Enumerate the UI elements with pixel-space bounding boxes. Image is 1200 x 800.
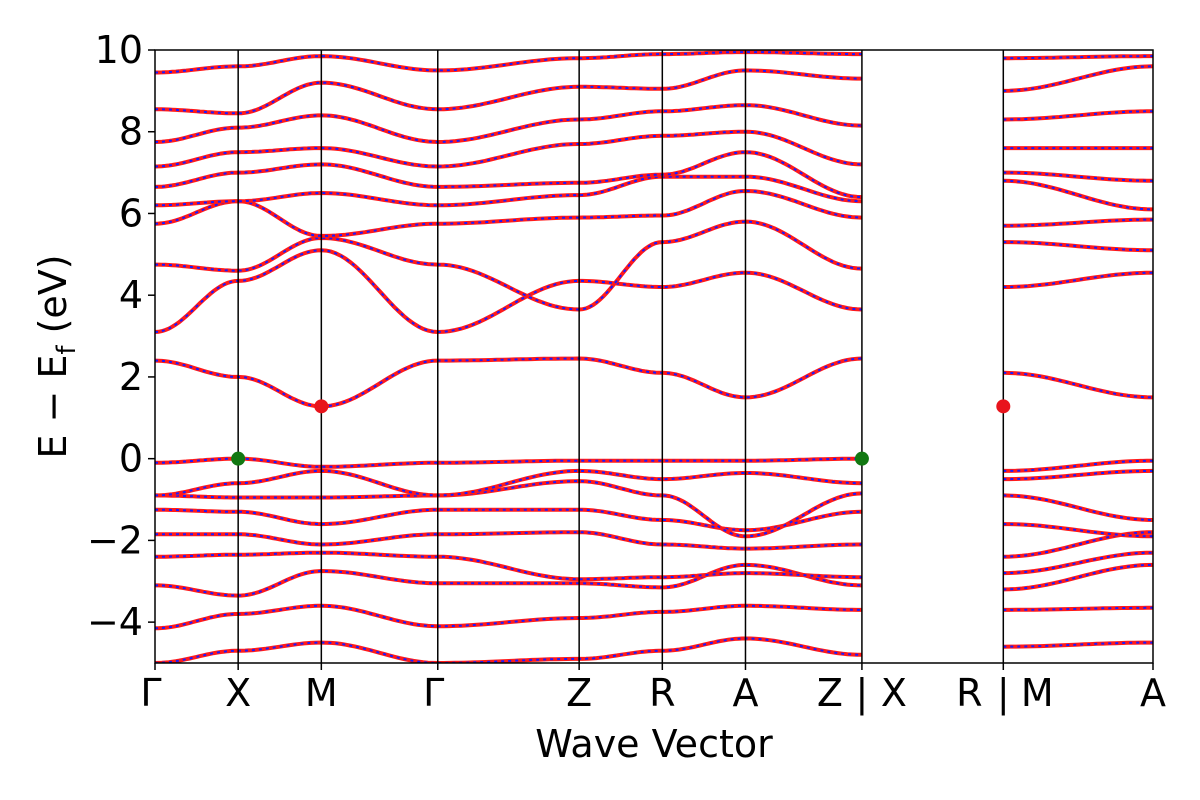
band-2-segment-1-overlay (1003, 563, 1153, 591)
x-tick-label-0: Γ (140, 671, 161, 715)
y-axis-label-sub: f (52, 345, 82, 355)
band-3-segment-1-overlay (1003, 551, 1153, 575)
band-3-segment-0 (155, 550, 862, 582)
x-tick-label-4: Z (566, 671, 592, 715)
plot-frame (154, 49, 1154, 664)
x-axis-ticks: Γ X M Γ Z R A Z | X R | M A (140, 663, 1166, 716)
x-tick-label-6: A (732, 671, 758, 715)
cbm-marker-3 (996, 399, 1011, 414)
y-tick-label-7: 10 (95, 28, 143, 72)
band-9-segment-0 (155, 356, 862, 409)
y-tick-label-2: 0 (119, 437, 143, 481)
band-14-segment-1 (1003, 170, 1153, 183)
band-13-segment-1 (1003, 178, 1153, 212)
cbm-marker-2 (314, 399, 329, 414)
band-12-segment-1 (1003, 217, 1153, 228)
band-2-segment-1 (1003, 562, 1153, 592)
band-15-segment-0 (155, 129, 862, 169)
y-tick-label-4: 4 (119, 273, 143, 317)
band-0-segment-0 (155, 636, 862, 663)
x-tick-label-5: R (649, 671, 675, 715)
band-18-segment-0 (155, 50, 862, 75)
band-8-segment-1 (1003, 458, 1153, 473)
vbm-marker-1 (854, 451, 869, 466)
x-tick-label-9: X (881, 671, 907, 715)
band-lines (155, 50, 1153, 663)
band-1-segment-0 (155, 603, 862, 631)
band-7-segment-1 (1003, 468, 1153, 482)
band-11-segment-0-overlay (155, 220, 862, 311)
y-axis-label-main: E − E (31, 355, 75, 459)
band-11-segment-1 (1003, 240, 1153, 253)
y-tick-label-5: 6 (119, 191, 143, 235)
band-2-segment-0-overlay (155, 563, 862, 597)
band-12-segment-0-overlay (155, 189, 862, 237)
band-9-segment-0-overlay (155, 357, 862, 408)
x-axis-label: Wave Vector (535, 722, 773, 766)
band-9-segment-1-overlay (1003, 371, 1153, 399)
band-6-segment-0-overlay (155, 480, 862, 538)
band-10-segment-0-overlay (155, 249, 862, 334)
extrema-markers (231, 399, 1011, 466)
band-0-segment-0-overlay (155, 637, 862, 663)
y-tick-label-1: −2 (87, 518, 143, 562)
band-12-segment-0 (155, 188, 862, 238)
band-4-segment-0 (155, 530, 862, 551)
x-tick-label-13: A (1140, 671, 1166, 715)
x-tick-label-11: | (997, 671, 1010, 716)
band-13-segment-0 (155, 174, 862, 208)
band-10-segment-0 (155, 248, 862, 335)
band-13-segment-1-overlay (1003, 179, 1153, 211)
high-symmetry-lines (237, 50, 1005, 663)
band-11-segment-0 (155, 219, 862, 312)
x-tick-label-7: Z (817, 671, 843, 715)
band-9-segment-1 (1003, 370, 1153, 400)
band-0-segment-1 (1003, 640, 1153, 649)
x-tick-label-1: X (225, 671, 251, 715)
y-axis-label-unit: (eV) (31, 254, 75, 333)
band-1-segment-0-overlay (155, 604, 862, 630)
band-6-segment-1-overlay (1003, 494, 1153, 521)
x-tick-label-3: Γ (423, 671, 444, 715)
x-tick-label-2: M (305, 671, 338, 715)
band-17-segment-1-overlay (1003, 65, 1153, 92)
x-tick-label-10: R (956, 671, 982, 715)
band-1-segment-1 (1003, 605, 1153, 612)
band-7-segment-0-overlay (155, 469, 862, 497)
band-5-segment-1 (1003, 522, 1153, 539)
y-tick-label-6: 8 (119, 110, 143, 154)
band-18-segment-1 (1003, 54, 1153, 61)
y-axis-ticks: −4 −2 0 2 4 6 8 10 (87, 28, 155, 644)
band-5-segment-0 (155, 507, 862, 533)
band-14-segment-0-overlay (155, 151, 862, 199)
vbm-marker-0 (231, 451, 246, 466)
band-15-segment-0-overlay (155, 130, 862, 168)
y-tick-label-0: −4 (87, 600, 143, 644)
band-16-segment-1 (1003, 109, 1153, 122)
band-10-segment-1 (1003, 270, 1153, 289)
band-16-segment-0 (155, 103, 862, 145)
band-6-segment-1 (1003, 493, 1153, 522)
x-tick-label-12: M (1021, 671, 1054, 715)
band-17-segment-1 (1003, 64, 1153, 93)
band-8-segment-0 (155, 456, 862, 469)
y-axis-label: E − Ef (eV) (31, 254, 82, 458)
band-17-segment-0-overlay (155, 69, 862, 115)
band-7-segment-0 (155, 468, 862, 498)
band-16-segment-0-overlay (155, 104, 862, 144)
x-tick-label-8: | (856, 671, 869, 716)
y-tick-label-3: 2 (119, 355, 143, 399)
